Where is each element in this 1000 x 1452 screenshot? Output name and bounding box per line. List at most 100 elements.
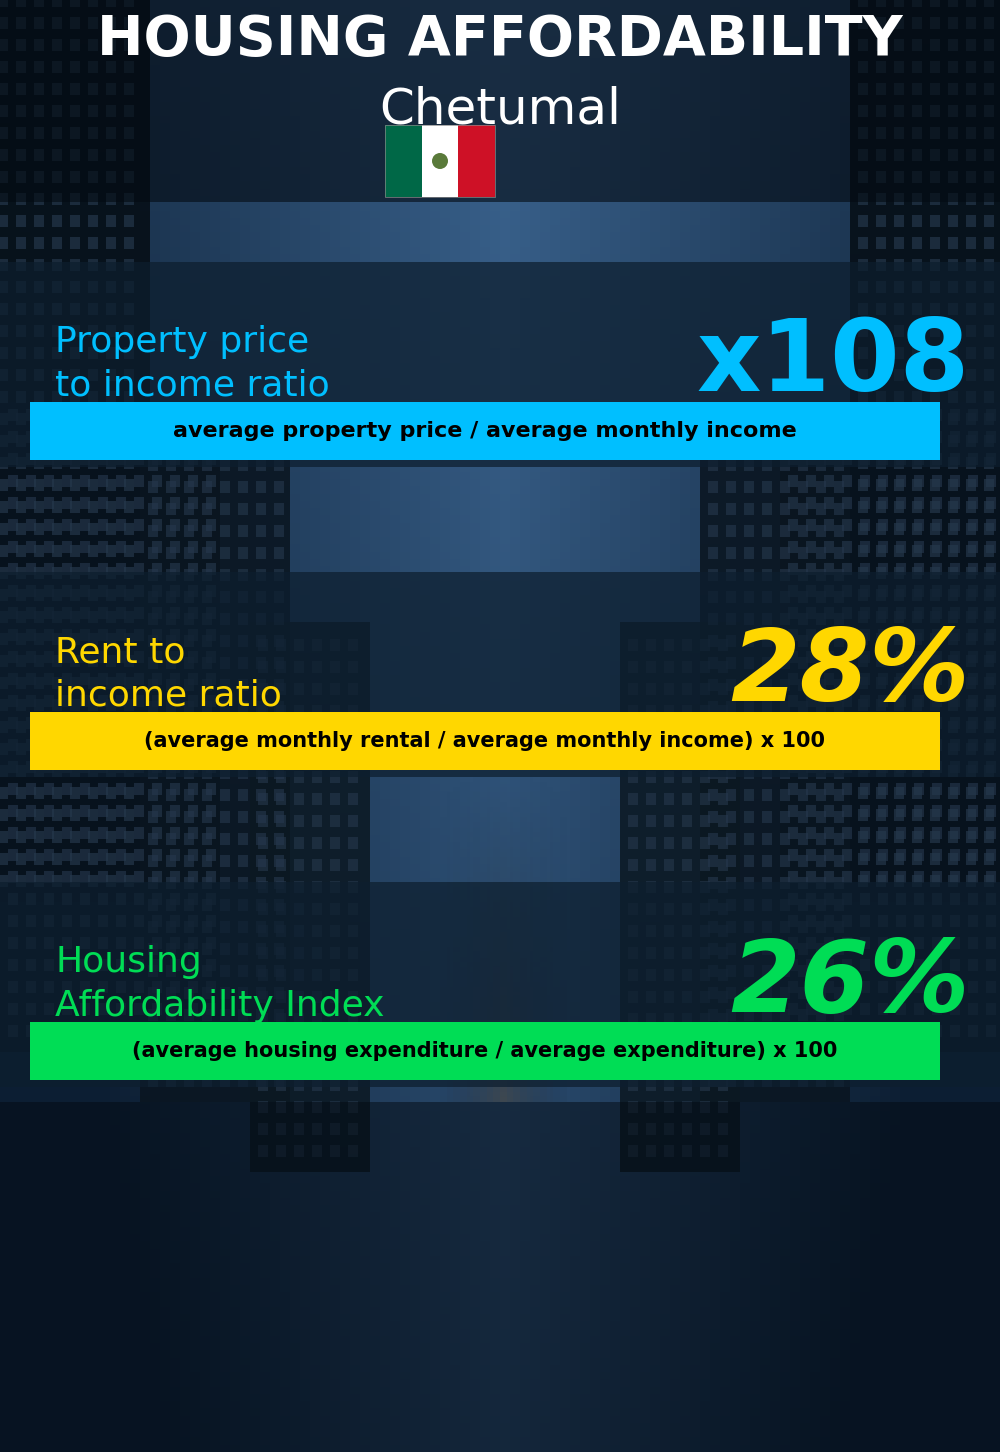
Bar [148,942,158,955]
Text: 26%: 26% [730,935,970,1032]
Bar [34,83,44,94]
Bar [52,150,62,161]
Bar [62,982,72,993]
Bar [824,828,834,839]
Bar [106,325,116,337]
Bar [876,743,886,755]
Bar [52,215,62,227]
Bar [8,849,18,861]
Bar [330,968,340,982]
Bar [30,402,940,460]
Bar [256,569,266,581]
Bar [700,771,710,783]
Bar [274,1053,284,1064]
Bar [238,1031,248,1043]
Bar [968,563,978,575]
Bar [166,547,176,559]
Bar [124,655,134,666]
Bar [34,590,44,601]
Bar [930,633,940,645]
Bar [274,635,284,648]
Bar [256,591,266,603]
Bar [948,544,958,558]
Bar [206,607,216,619]
Bar [220,547,230,559]
Bar [708,656,718,669]
Bar [896,937,906,950]
Bar [986,717,996,729]
Bar [948,852,958,865]
Bar [718,661,728,672]
Bar [806,453,816,465]
Bar [134,431,144,443]
Bar [202,767,212,780]
Bar [628,836,638,849]
Bar [858,61,868,73]
Bar [256,502,266,515]
Bar [816,591,826,603]
Bar [762,966,772,977]
Bar [914,475,924,486]
Bar [124,809,134,820]
Bar [52,611,62,623]
Bar [274,942,284,955]
Circle shape [432,152,448,168]
Bar [950,696,960,707]
Bar [44,1003,54,1015]
Bar [798,656,808,669]
Bar [664,1013,674,1025]
Bar [188,629,198,640]
Bar [878,453,888,465]
Bar [0,566,8,579]
Bar [966,457,976,469]
Bar [258,749,268,761]
Bar [312,661,322,672]
Bar [894,215,904,227]
Bar [984,347,994,359]
Bar [816,921,826,934]
Bar [256,656,266,669]
Bar [834,656,844,669]
Bar [824,431,834,443]
Bar [744,987,754,999]
Bar [762,987,772,999]
Bar [250,621,370,1172]
Bar [798,899,808,910]
Bar [682,836,692,849]
Bar [330,992,340,1003]
Bar [762,481,772,494]
Bar [16,83,26,94]
Bar [878,783,888,796]
Bar [628,1079,638,1090]
Bar [188,958,198,971]
Bar [824,542,834,553]
Bar [966,655,976,666]
Bar [788,607,798,619]
Bar [188,783,198,796]
Bar [0,0,1000,202]
Bar [124,698,134,711]
Bar [860,982,870,993]
Bar [206,937,216,950]
Bar [876,852,886,865]
Bar [834,635,844,648]
Bar [220,701,230,713]
Bar [986,849,996,861]
Bar [950,893,960,905]
Bar [124,611,134,623]
Bar [894,61,904,73]
Bar [708,701,718,713]
Bar [184,569,194,581]
Bar [8,629,18,640]
Bar [878,915,888,926]
Bar [276,968,286,982]
Bar [184,1031,194,1043]
Bar [202,745,212,756]
Bar [166,1031,176,1043]
Bar [0,215,8,227]
Bar [762,502,772,515]
Bar [312,1146,322,1157]
Bar [682,682,692,696]
Bar [966,215,976,227]
Bar [170,1003,180,1015]
